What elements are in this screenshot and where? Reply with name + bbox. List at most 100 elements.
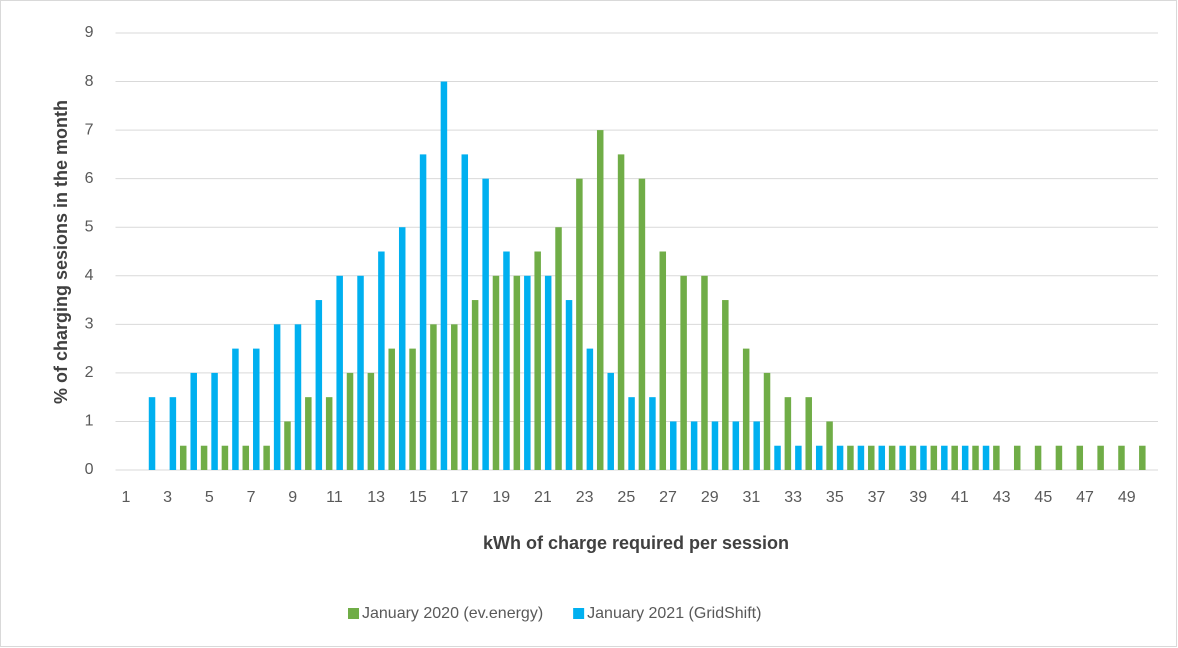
bar (336, 275, 343, 470)
bar (305, 397, 312, 470)
bar (596, 130, 604, 470)
y-tick-label: 6 (85, 170, 94, 187)
x-tick-label: 11 (326, 489, 343, 506)
bar (763, 372, 771, 470)
bar (815, 445, 823, 470)
bar (357, 275, 364, 470)
bar (711, 421, 719, 470)
bar (920, 445, 927, 470)
y-tick-label: 7 (85, 121, 94, 138)
bar (586, 348, 594, 470)
x-tick-label: 19 (492, 489, 510, 506)
bar (555, 227, 562, 470)
bar (367, 372, 375, 470)
x-tick-label: 29 (701, 489, 719, 506)
x-tick-label: 49 (1118, 489, 1136, 506)
x-tick-label: 9 (288, 489, 297, 506)
bar (200, 445, 208, 470)
bar (941, 445, 948, 470)
bar (1013, 445, 1021, 470)
bar (232, 348, 239, 470)
bar (482, 178, 489, 470)
bar (1055, 445, 1063, 470)
bar (1097, 445, 1104, 470)
bar (451, 324, 458, 470)
y-tick-label: 0 (85, 461, 94, 478)
bar (409, 348, 416, 470)
bar (961, 445, 969, 470)
x-tick-label: 35 (826, 489, 844, 506)
bar (388, 348, 395, 470)
bar (492, 275, 500, 470)
bar (253, 348, 260, 470)
bar (774, 445, 781, 470)
legend-swatch (573, 608, 585, 619)
bar (795, 445, 802, 470)
bar (972, 445, 979, 470)
bar (242, 445, 250, 470)
bar (742, 348, 750, 470)
x-tick-label: 45 (1034, 489, 1052, 506)
x-tick-label: 3 (163, 489, 172, 506)
bar (263, 445, 270, 470)
bar (722, 300, 729, 470)
bar (680, 275, 687, 470)
y-tick-label: 5 (85, 218, 94, 235)
bar (607, 372, 614, 470)
bar (513, 275, 521, 470)
x-tick-label: 21 (534, 489, 552, 506)
bar (649, 397, 656, 470)
bar (888, 445, 896, 470)
bar (659, 251, 667, 470)
y-tick-label: 9 (85, 24, 94, 41)
x-tick-label: 15 (409, 489, 427, 506)
bar (284, 421, 291, 470)
bar (847, 445, 854, 470)
bar (732, 421, 740, 470)
x-tick-label: 13 (367, 489, 385, 506)
bar (179, 445, 187, 470)
bar (378, 251, 385, 470)
x-tick-label: 1 (121, 489, 130, 506)
bar (534, 251, 541, 470)
bar (325, 397, 333, 470)
bar (419, 154, 427, 470)
bar (1118, 445, 1125, 470)
x-tick-label: 5 (205, 489, 214, 506)
x-tick-label: 25 (617, 489, 635, 506)
x-tick-label: 23 (576, 489, 594, 506)
bar (628, 397, 635, 470)
bar (805, 397, 812, 470)
bar (857, 445, 865, 470)
y-tick-label: 3 (85, 316, 94, 333)
x-tick-label: 41 (951, 489, 969, 506)
legend-label: January 2021 (GridShift) (587, 605, 761, 622)
x-tick-label: 33 (784, 489, 802, 506)
bar (524, 275, 531, 470)
x-tick-label: 47 (1076, 489, 1094, 506)
bar (826, 421, 833, 470)
bar (878, 445, 886, 470)
x-tick-label: 27 (659, 489, 677, 506)
bar (1139, 445, 1146, 470)
bar (315, 300, 323, 470)
bar (565, 300, 573, 470)
bar (701, 275, 708, 470)
x-tick-label: 7 (247, 489, 256, 506)
y-tick-label: 4 (85, 267, 94, 284)
bar (398, 227, 406, 470)
bar (346, 372, 354, 470)
x-tick-label: 17 (451, 489, 469, 506)
x-tick-label: 31 (743, 489, 761, 506)
bar (461, 154, 469, 470)
bar (294, 324, 302, 470)
x-tick-label: 37 (868, 489, 886, 506)
bar (190, 372, 197, 470)
bar (430, 324, 437, 470)
bar (1076, 445, 1084, 470)
bar (471, 300, 479, 470)
bar (836, 445, 844, 470)
x-tick-label: 43 (993, 489, 1011, 506)
